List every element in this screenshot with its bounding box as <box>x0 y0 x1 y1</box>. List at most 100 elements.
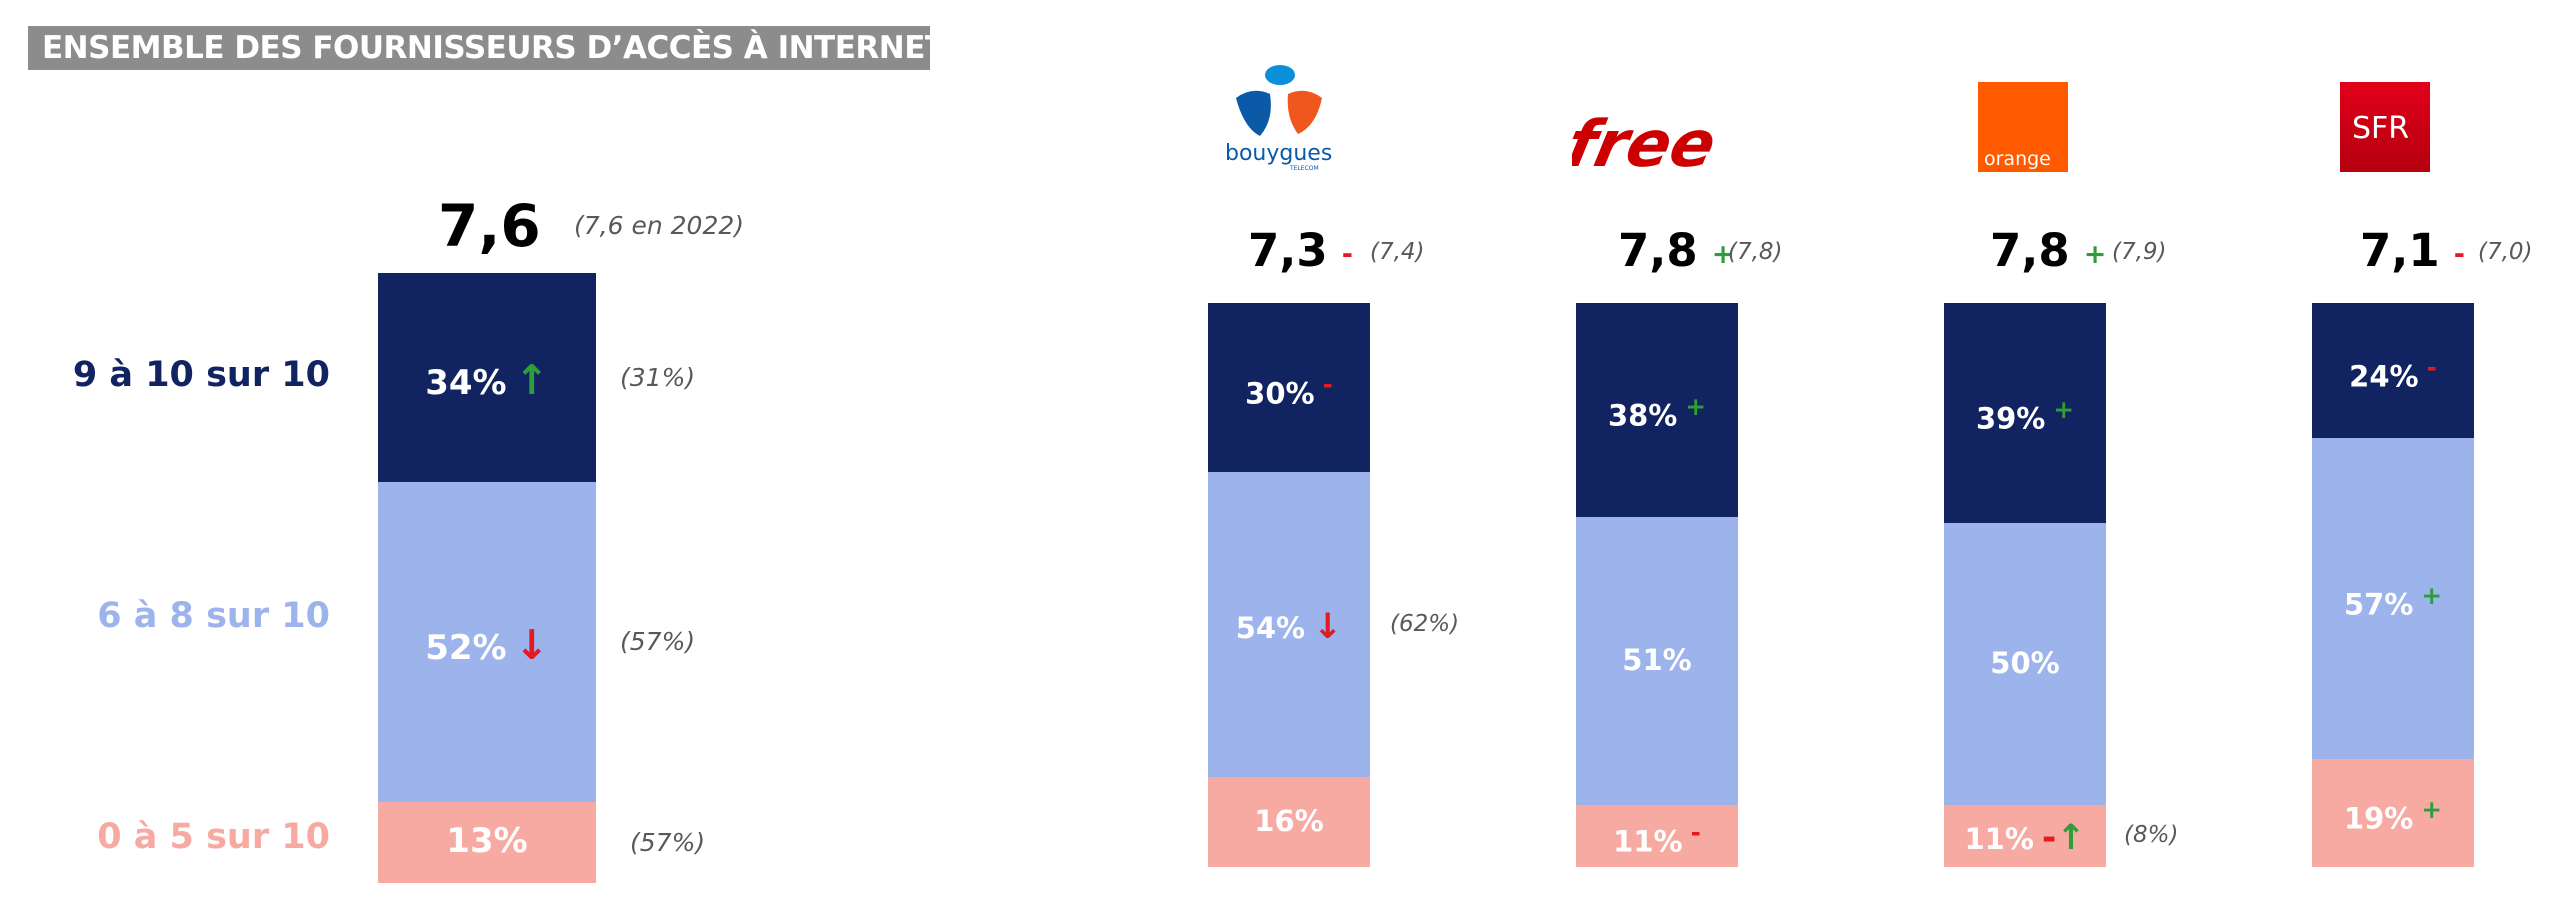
segment-value: 51% <box>1622 643 1692 678</box>
orange-logo-text: orange <box>1984 148 2051 170</box>
segment-change-mark: ↓ <box>1313 607 1342 647</box>
segment-change-mark: + <box>1685 392 1706 421</box>
segment-change-mark: - <box>2427 353 2437 382</box>
score-free: 7,8 + <box>1618 224 1734 277</box>
segment-change-mark: - <box>1691 818 1701 847</box>
segment-value: 39% <box>1975 401 2046 436</box>
segment-value: 54% <box>1235 610 1306 645</box>
bar-segment-bouygues-0 <box>1208 303 1370 472</box>
segment-label-orange-2: 11% -↑ <box>1944 818 2106 858</box>
minus-sign: - <box>2426 352 2437 382</box>
free-logo: free <box>1560 108 1742 184</box>
segment-label-sfr-0: 24% - <box>2312 353 2474 394</box>
segment-label-orange-1: 50% <box>1944 646 2106 680</box>
score-value: 7,8 <box>1990 224 2070 277</box>
segment-value: 57% <box>2343 587 2414 622</box>
free-logo-mark: free <box>1560 108 1722 182</box>
free-logo-text: free <box>1572 108 1722 182</box>
segment-label-bouygues-2: 16% <box>1208 804 1370 838</box>
bar-segment-bouygues-1 <box>1208 472 1370 777</box>
minus-sign: - <box>1341 238 1353 270</box>
plus-sign: + <box>2421 795 2443 825</box>
arrow-down-icon: ↓ <box>1313 606 1343 647</box>
bar-segment-orange-0 <box>1944 303 2106 523</box>
minus-sign: - <box>2453 238 2465 270</box>
score-value: 7,8 <box>1618 224 1698 277</box>
score-previous-orange: (7,9) <box>2112 239 2167 265</box>
plus-sign: + <box>1685 392 1707 422</box>
bouygues-logo-subtext: TELECOM <box>1289 165 1319 172</box>
bar-segment-free-0 <box>1576 303 1738 517</box>
segment-label-bouygues-0: 30% - <box>1208 370 1370 411</box>
score-previous-ensemble: (7,6 en 2022) <box>574 211 745 240</box>
score-value: 7,1 <box>2360 224 2440 277</box>
bar-segment-ensemble-1 <box>378 482 596 802</box>
sfr-logo: SFR <box>2340 82 2430 172</box>
segment-value: 16% <box>1254 804 1324 839</box>
bar-segment-orange-2 <box>1944 805 2106 867</box>
score-value: 7,6 <box>438 192 541 260</box>
segment-label-ensemble-0: 34% ↑ <box>378 356 596 404</box>
row-label-9-10: 9 à 10 sur 10 <box>72 355 330 395</box>
score-previous-sfr: (7,0) <box>2478 239 2533 265</box>
score-bouygues: 7,3- <box>1248 224 1353 277</box>
segment-label-bouygues-1: 54% ↓ <box>1208 607 1370 647</box>
orange-logo: orange <box>1978 82 2068 172</box>
segment-previous-orange-2: (8%) <box>2124 822 2179 849</box>
bouygues-logo-mark: bouygues TELECOM <box>1225 65 1332 172</box>
segment-change-mark: -↑ <box>2042 818 2086 858</box>
segment-value: 34% <box>425 363 507 404</box>
row-label-0-5: 0 à 5 sur 10 <box>97 817 330 857</box>
bar-segment-orange-1 <box>1944 523 2106 805</box>
segment-label-free-1: 51% <box>1576 643 1738 677</box>
segment-label-ensemble-2: 13% <box>378 821 596 861</box>
bouygues-logo: bouygues TELECOM <box>1222 58 1342 178</box>
segment-label-sfr-2: 19% + <box>2312 795 2474 836</box>
bar-segment-sfr-1 <box>2312 438 2474 759</box>
segment-value: 52% <box>425 627 507 668</box>
bar-segment-sfr-0 <box>2312 303 2474 438</box>
score-ensemble: 7,6 <box>438 192 541 260</box>
segment-label-sfr-1: 57% + <box>2312 581 2474 622</box>
bouygues-logo-text: bouygues <box>1225 141 1332 166</box>
plus-sign: + <box>2053 395 2075 425</box>
arrow-down-icon: ↓ <box>514 620 549 669</box>
minus-sign: - <box>1690 818 1701 848</box>
bar-segment-bouygues-2 <box>1208 777 1370 867</box>
segment-change-mark: + <box>2421 795 2442 824</box>
score-previous-free: (7,8) <box>1728 239 1783 265</box>
segment-change-mark: + <box>2053 395 2074 424</box>
plus-sign: + <box>2421 580 2443 610</box>
bar-segment-free-1 <box>1576 517 1738 805</box>
segment-label-orange-0: 39% + <box>1944 395 2106 436</box>
segment-previous-ensemble-0: (31%) <box>620 362 696 392</box>
plus-sign: + <box>1711 238 1735 270</box>
minus-sign: - <box>2041 818 2057 859</box>
bar-segment-ensemble-2 <box>378 802 596 883</box>
sfr-logo-mark: SFR <box>2340 82 2430 172</box>
segment-value: 50% <box>1990 646 2060 681</box>
score-previous-bouygues: (7,4) <box>1370 239 1425 265</box>
score-sfr: 7,1- <box>2360 224 2465 277</box>
segment-change-mark: + <box>2421 581 2442 610</box>
segment-change-mark: - <box>1323 370 1333 399</box>
segment-value: 24% <box>2349 359 2419 394</box>
segment-label-free-2: 11% - <box>1576 818 1738 859</box>
arrow-up-icon: ↑ <box>514 356 549 405</box>
orange-logo-mark: orange <box>1978 82 2068 172</box>
bar-segment-ensemble-0 <box>378 273 596 482</box>
segment-value: 13% <box>446 821 528 862</box>
bar-segment-free-2 <box>1576 805 1738 867</box>
segment-label-ensemble-1: 52% ↓ <box>378 621 596 669</box>
plus-sign: + <box>2083 238 2107 270</box>
segment-previous-bouygues-1: (62%) <box>1390 610 1460 637</box>
score-value: 7,3 <box>1248 224 1328 277</box>
page-title: ENSEMBLE DES FOURNISSEURS D’ACCÈS À INTE… <box>28 26 946 70</box>
bar-segment-sfr-2 <box>2312 759 2474 867</box>
segment-value: 30% <box>1245 376 1315 411</box>
segment-value: 11% <box>1613 824 1683 859</box>
segment-label-free-0: 38% + <box>1576 392 1738 433</box>
segment-value: 38% <box>1607 398 1678 433</box>
segment-previous-ensemble-2: (57%) <box>630 827 706 857</box>
arrow-up-icon: ↑ <box>2056 818 2086 859</box>
